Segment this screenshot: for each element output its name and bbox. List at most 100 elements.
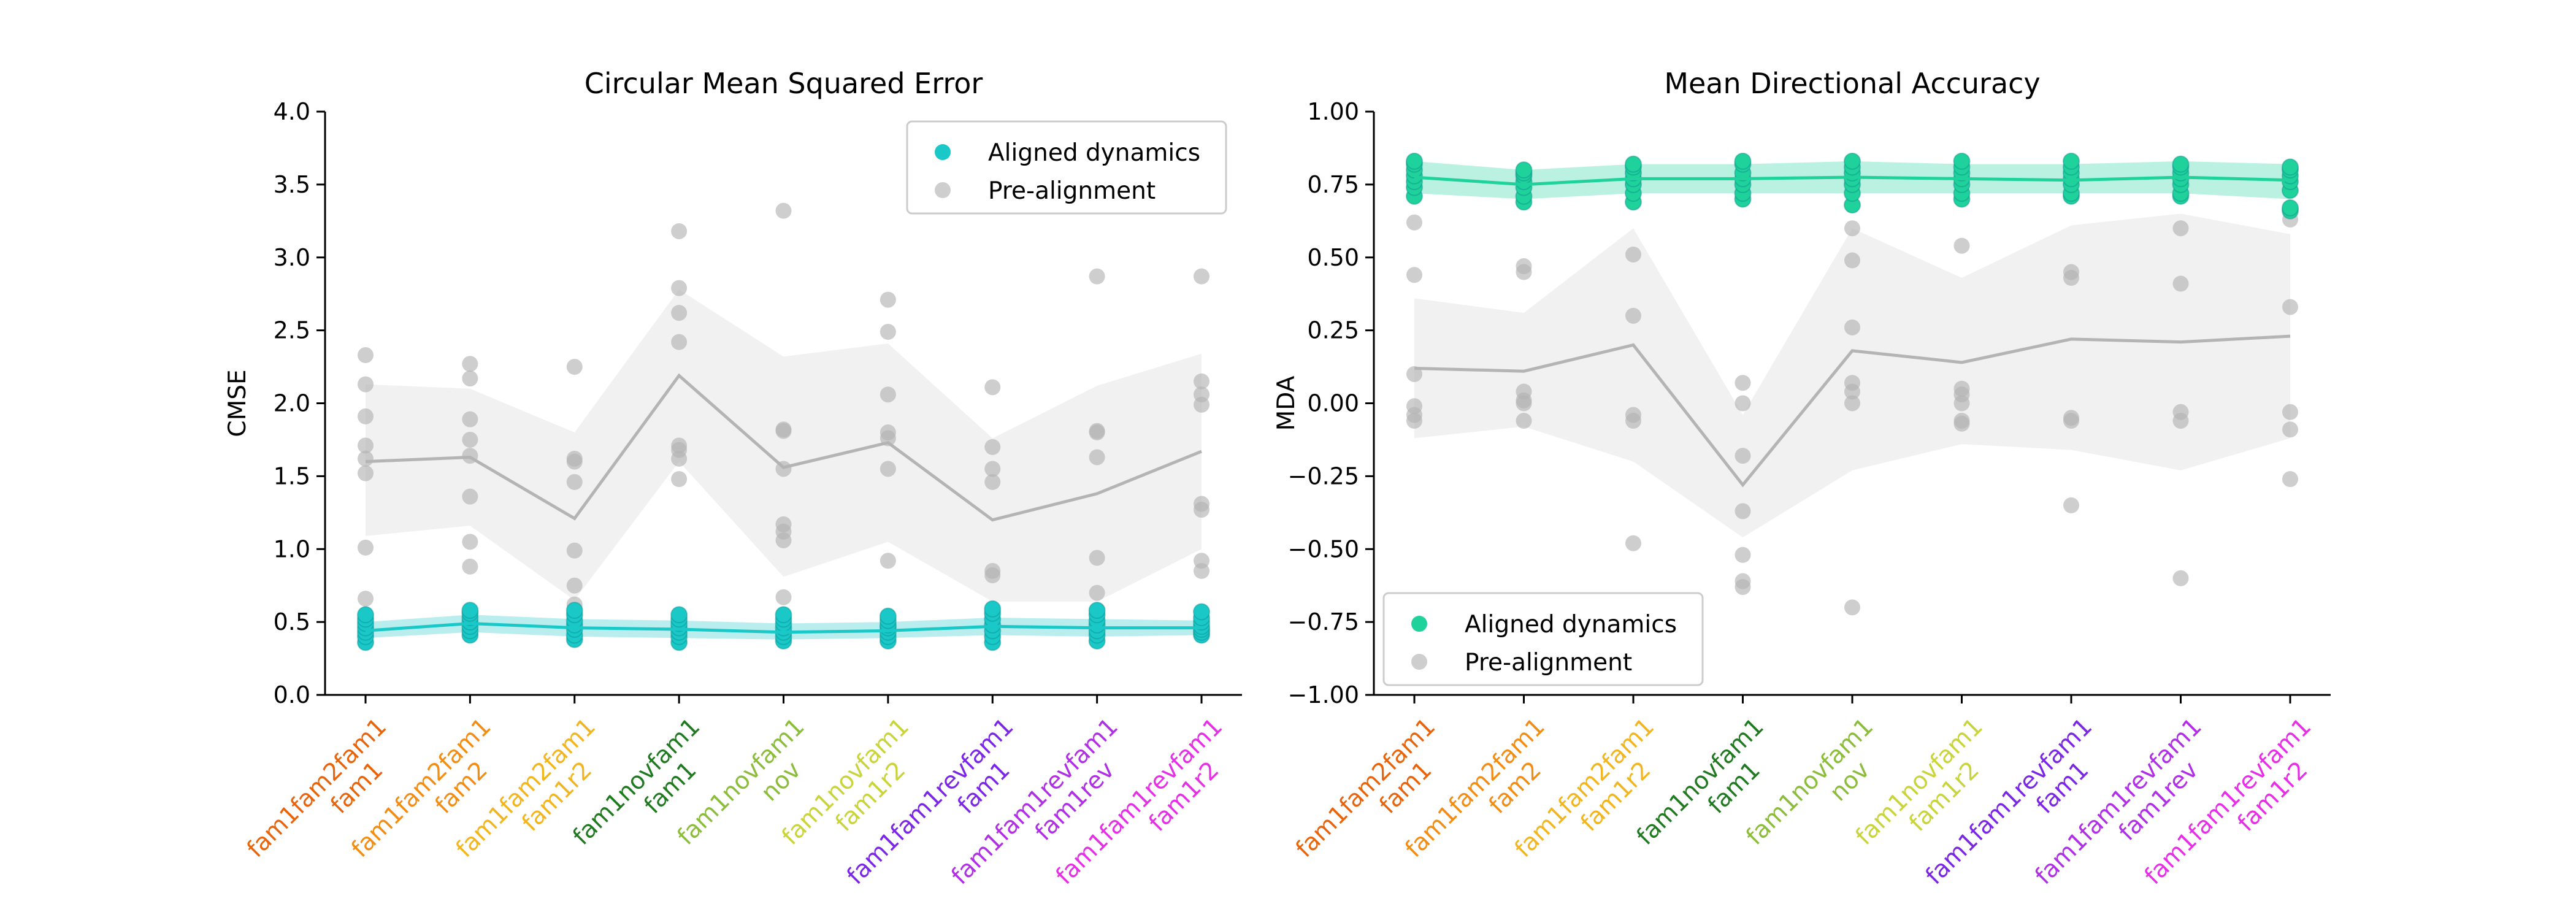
- cmse-pre-point: [775, 589, 792, 605]
- mda-aligned-point: [1406, 152, 1423, 170]
- cmse-pre-point: [358, 347, 374, 364]
- cmse-pre-point: [358, 539, 374, 556]
- cmse-pre-point: [984, 562, 1001, 579]
- mda-pre-mean-line: [1414, 334, 2291, 488]
- cmse-pre-point: [462, 534, 478, 550]
- mda-pre-point: [1516, 383, 1532, 400]
- cmse-aligned-point: [1193, 603, 1210, 621]
- cmse-pre-point: [671, 280, 688, 296]
- cmse-pre-point: [880, 324, 896, 340]
- mda-pre-point: [1844, 220, 1860, 237]
- cmse-pre-point: [462, 488, 478, 505]
- mda-pre-point: [2172, 275, 2189, 292]
- mda-pre-point: [1625, 307, 1641, 324]
- cmse-pre-point: [671, 471, 688, 488]
- mda-title: Mean Directional Accuracy: [1664, 67, 2040, 100]
- cmse-pre-point: [775, 421, 792, 438]
- mda-legend-box: [1382, 592, 1704, 686]
- cmse-y-tick-label: 3.0: [274, 244, 310, 271]
- cmse-pre-point: [1089, 585, 1105, 601]
- cmse-pre-point: [984, 461, 1001, 477]
- cmse-pre-point: [1089, 268, 1105, 285]
- cmse-aligned-point: [984, 600, 1002, 618]
- cmse-pre-point: [462, 431, 478, 448]
- mda-y-tick-label: −0.75: [1288, 608, 1359, 635]
- mda-y-tick-label: −0.50: [1288, 535, 1359, 562]
- mda-aligned-point: [1625, 155, 1642, 173]
- mda-pre-point: [1844, 599, 1860, 616]
- cmse-pre-point: [358, 376, 374, 393]
- cmse-y-tick-label: 3.5: [274, 171, 310, 198]
- mda-pre-point: [1625, 535, 1641, 551]
- cmse-pre-point: [880, 424, 896, 441]
- cmse-pre-point: [1194, 386, 1209, 403]
- cmse-pre-point: [462, 411, 478, 427]
- cmse-y-label: CMSE: [224, 369, 251, 437]
- mda-y-tick-label: 0.50: [1307, 244, 1359, 271]
- cmse-y-tick-label: 2.5: [274, 317, 310, 344]
- mda-pre-point: [2172, 570, 2189, 586]
- cmse-pre-point: [566, 542, 583, 559]
- cmse-pre-band: [366, 289, 1202, 602]
- cmse-pre-point: [880, 386, 896, 403]
- cmse-y-tick-label: 2.0: [274, 390, 310, 417]
- cmse-pre-point: [671, 305, 688, 321]
- mda-aligned-point: [1953, 152, 1971, 170]
- mda-pre-point: [1953, 380, 1970, 397]
- mda-y-tick-label: 0.00: [1307, 390, 1359, 417]
- cmse-pre-point: [880, 461, 896, 477]
- mda-y-tick-label: −0.25: [1288, 462, 1359, 489]
- mda-x-tick-label: fam1fam2fam1fam1: [1290, 713, 1460, 883]
- mda-pre-point: [2172, 220, 2189, 237]
- mda-pre-point: [1406, 366, 1422, 382]
- cmse-pre-point: [566, 359, 583, 375]
- cmse-legend-label: Aligned dynamics: [988, 139, 1200, 167]
- cmse-pre-point: [880, 553, 896, 569]
- mda-pre-point: [2063, 497, 2079, 513]
- cmse-legend-box: [906, 120, 1227, 215]
- mda-legend-label: Aligned dynamics: [1465, 611, 1677, 638]
- mda-pre-point: [1406, 214, 1422, 231]
- cmse-pre-point: [775, 516, 792, 532]
- mda-chart: −1.00 −0.75 −0.50 −0.25 0.00 0.25 0.50 0.75 1.00…: [1273, 67, 2331, 890]
- cmse-pre-point: [358, 437, 374, 454]
- mda-pre-point: [2282, 471, 2298, 488]
- mda-pre-point: [1844, 252, 1860, 269]
- mda-pre-point: [1735, 395, 1751, 412]
- cmse-pre-point: [358, 408, 374, 424]
- mda-y-label: MDA: [1273, 375, 1300, 431]
- mda-aligned-point: [2282, 199, 2299, 217]
- cmse-pre-point: [984, 379, 1001, 396]
- cmse-pre-point: [984, 439, 1001, 455]
- mda-aligned-point: [2063, 152, 2080, 170]
- mda-legend: Aligned dynamics Pre-alignment: [1382, 592, 1704, 686]
- cmse-y-tick-label: 1.5: [274, 462, 310, 489]
- cmse-aligned-point: [670, 606, 688, 624]
- mda-pre-point: [1735, 448, 1751, 464]
- cmse-pre-point: [880, 291, 896, 308]
- cmse-pre-point: [1194, 496, 1209, 512]
- mda-y-tick-label: 0.75: [1307, 171, 1359, 198]
- mda-pre-point: [2282, 299, 2298, 315]
- mda-pre-point: [2282, 421, 2298, 438]
- cmse-pre-point: [358, 591, 374, 607]
- cmse-pre-point: [984, 473, 1001, 490]
- cmse-legend-label: Pre-alignment: [988, 177, 1156, 205]
- cmse-y-tick-label: 4.0: [274, 98, 310, 125]
- mda-aligned-point: [2172, 155, 2190, 173]
- cmse-pre-point: [671, 223, 688, 239]
- mda-pre-point: [1844, 319, 1860, 335]
- mda-y-tick-label: 0.25: [1307, 317, 1359, 344]
- cmse-legend-marker: [935, 144, 951, 160]
- mda-pre-point: [1406, 267, 1422, 283]
- cmse-y-tick-label: 0.0: [274, 681, 310, 708]
- cmse-pre-point: [1194, 553, 1209, 569]
- mda-pre-point: [1844, 395, 1860, 412]
- mda-aligned-mean-line: [1414, 175, 2291, 186]
- cmse-pre-point: [671, 437, 688, 454]
- cmse-title: Circular Mean Squared Error: [585, 67, 983, 100]
- mda-aligned-point: [2282, 158, 2299, 176]
- mda-legend-marker: [1411, 616, 1427, 632]
- mda-aligned-point: [1515, 161, 1533, 179]
